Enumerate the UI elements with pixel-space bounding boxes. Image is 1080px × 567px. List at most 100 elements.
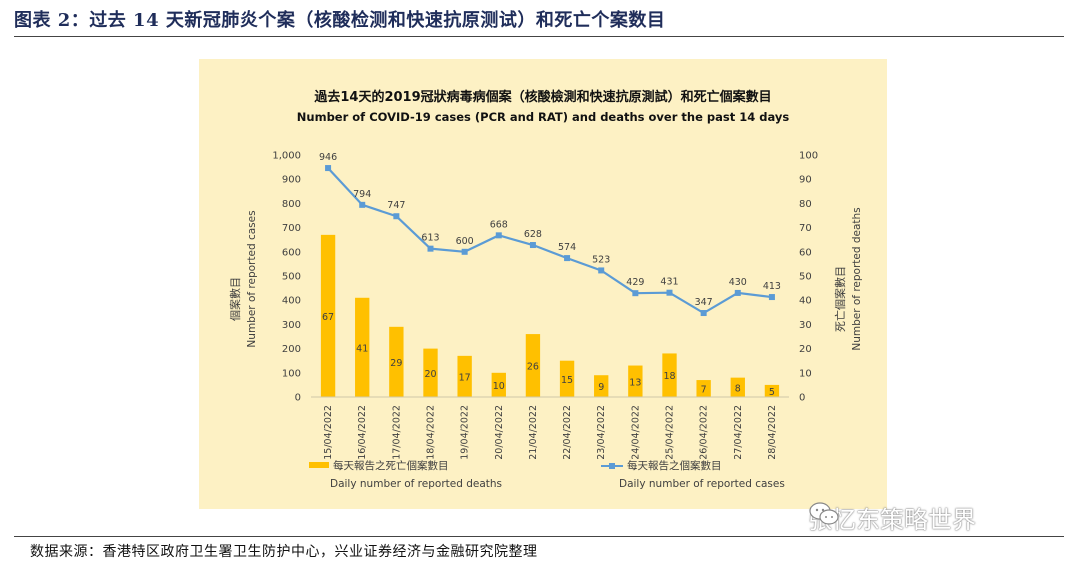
right-tick-label: 10 bbox=[799, 368, 812, 379]
right-tick-label: 30 bbox=[799, 320, 812, 331]
x-tick-label: 21/04/2022 bbox=[528, 405, 539, 460]
death-bar-label: 8 bbox=[735, 383, 741, 394]
right-tick-label: 60 bbox=[799, 247, 812, 258]
cases-point bbox=[393, 213, 400, 220]
cases-point bbox=[734, 289, 741, 296]
cases-point-label: 429 bbox=[626, 277, 644, 288]
right-tick-label: 20 bbox=[799, 344, 812, 355]
left-tick-label: 1,000 bbox=[272, 151, 301, 162]
cases-point-label: 600 bbox=[456, 236, 474, 247]
combo-chart: 過去14天的2019冠狀病毒病個案（核酸檢測和快速抗原測試）和死亡個案數目 Nu… bbox=[228, 89, 863, 490]
death-bar bbox=[696, 380, 711, 397]
legend-line-label-en: Daily number of reported cases bbox=[619, 478, 785, 490]
chart-panel: 過去14天的2019冠狀病毒病個案（核酸檢測和快速抗原測試）和死亡個案數目 Nu… bbox=[199, 59, 887, 509]
death-bar bbox=[764, 384, 780, 397]
death-bar-label: 20 bbox=[424, 369, 436, 380]
death-bar-label: 17 bbox=[459, 372, 471, 383]
death-bar-label: 7 bbox=[701, 385, 707, 396]
cases-point bbox=[632, 290, 639, 297]
cases-point-label: 574 bbox=[558, 242, 576, 253]
cases-point-label: 430 bbox=[729, 277, 747, 288]
right-axis-label-en: Number of reported deaths bbox=[851, 207, 863, 350]
cases-point bbox=[461, 248, 468, 255]
cases-point bbox=[598, 267, 605, 274]
death-bar-label: 18 bbox=[663, 371, 675, 382]
death-bar-label: 29 bbox=[390, 358, 402, 369]
death-bar-label: 41 bbox=[356, 343, 368, 354]
right-axis-label-cn: 死亡個案數目 bbox=[833, 266, 847, 332]
death-bar-label: 26 bbox=[527, 362, 539, 373]
legend-line-marker bbox=[609, 463, 615, 469]
figure-title: 图表 2：过去 14 天新冠肺炎个案（核酸检测和快速抗原测试）和死亡个案数目 bbox=[14, 10, 666, 31]
cases-point bbox=[529, 242, 536, 249]
cases-point-label: 747 bbox=[387, 200, 405, 211]
source-note: 数据来源：香港特区政府卫生署卫生防护中心，兴业证券经济与金融研究院整理 bbox=[30, 544, 538, 560]
death-bar bbox=[457, 355, 472, 397]
legend-line-label-cn: 每天報告之個案數目 bbox=[627, 459, 722, 472]
death-bar bbox=[730, 377, 745, 397]
cases-point-label: 628 bbox=[524, 229, 542, 240]
left-tick-label: 500 bbox=[282, 272, 301, 283]
cases-point bbox=[495, 232, 502, 239]
death-bar-label: 13 bbox=[629, 377, 641, 388]
cases-point bbox=[666, 289, 673, 296]
left-axis-label-en: Number of reported cases bbox=[246, 210, 258, 347]
death-bar bbox=[594, 375, 609, 397]
cases-point-label: 668 bbox=[490, 219, 508, 230]
cases-point bbox=[768, 294, 775, 301]
right-tick-label: 80 bbox=[799, 199, 812, 210]
death-bar bbox=[320, 234, 336, 397]
death-bar bbox=[628, 365, 643, 397]
watermark: 张忆东策略世界 bbox=[808, 500, 976, 535]
cases-point-label: 523 bbox=[592, 254, 610, 265]
x-tick-label: 28/04/2022 bbox=[767, 405, 778, 460]
right-tick-label: 90 bbox=[799, 175, 812, 186]
death-bar bbox=[389, 326, 404, 397]
legend-bar-label-en: Daily number of reported deaths bbox=[330, 478, 502, 490]
cases-point bbox=[700, 310, 707, 317]
death-bar bbox=[525, 334, 541, 397]
death-bar-label: 9 bbox=[598, 382, 604, 393]
left-tick-label: 300 bbox=[282, 320, 301, 331]
left-tick-label: 900 bbox=[282, 175, 301, 186]
death-bar bbox=[491, 372, 506, 397]
cases-point bbox=[325, 165, 332, 172]
x-tick-label: 25/04/2022 bbox=[665, 405, 676, 460]
right-tick-label: 40 bbox=[799, 296, 812, 307]
cases-point-label: 413 bbox=[763, 281, 781, 292]
left-tick-label: 700 bbox=[282, 223, 301, 234]
cases-point bbox=[564, 255, 571, 262]
wechat-icon bbox=[809, 502, 839, 525]
death-bar bbox=[559, 360, 575, 397]
death-bar bbox=[662, 353, 677, 397]
x-tick-label: 26/04/2022 bbox=[699, 405, 710, 460]
chart-title-cn: 過去14天的2019冠狀病毒病個案（核酸檢測和快速抗原測試）和死亡個案數目 bbox=[313, 89, 771, 105]
x-tick-label: 17/04/2022 bbox=[391, 405, 402, 460]
cases-point bbox=[427, 245, 434, 252]
x-tick-label: 15/04/2022 bbox=[323, 405, 334, 460]
cases-point-label: 613 bbox=[421, 233, 439, 244]
left-axis-label-cn: 個案數目 bbox=[228, 277, 242, 321]
right-tick-label: 50 bbox=[799, 272, 812, 283]
x-tick-label: 19/04/2022 bbox=[460, 405, 471, 460]
x-tick-label: 23/04/2022 bbox=[596, 405, 607, 460]
left-tick-label: 600 bbox=[282, 247, 301, 258]
x-tick-label: 20/04/2022 bbox=[494, 405, 505, 460]
top-rule bbox=[14, 36, 1064, 37]
cases-point bbox=[359, 201, 366, 208]
death-bar bbox=[355, 297, 370, 397]
death-bar-label: 15 bbox=[561, 375, 573, 386]
right-tick-label: 0 bbox=[799, 393, 805, 404]
death-bar-label: 67 bbox=[322, 312, 334, 323]
left-tick-label: 0 bbox=[295, 393, 301, 404]
x-tick-label: 24/04/2022 bbox=[630, 405, 641, 460]
cases-line bbox=[327, 167, 773, 315]
right-tick-label: 70 bbox=[799, 223, 812, 234]
left-tick-label: 200 bbox=[282, 344, 301, 355]
x-tick-label: 18/04/2022 bbox=[426, 405, 437, 460]
legend-bar-swatch bbox=[309, 462, 329, 468]
cases-point-label: 946 bbox=[319, 152, 337, 163]
left-tick-label: 100 bbox=[282, 368, 301, 379]
bottom-rule bbox=[14, 536, 1064, 537]
death-bar-label: 10 bbox=[493, 381, 505, 392]
